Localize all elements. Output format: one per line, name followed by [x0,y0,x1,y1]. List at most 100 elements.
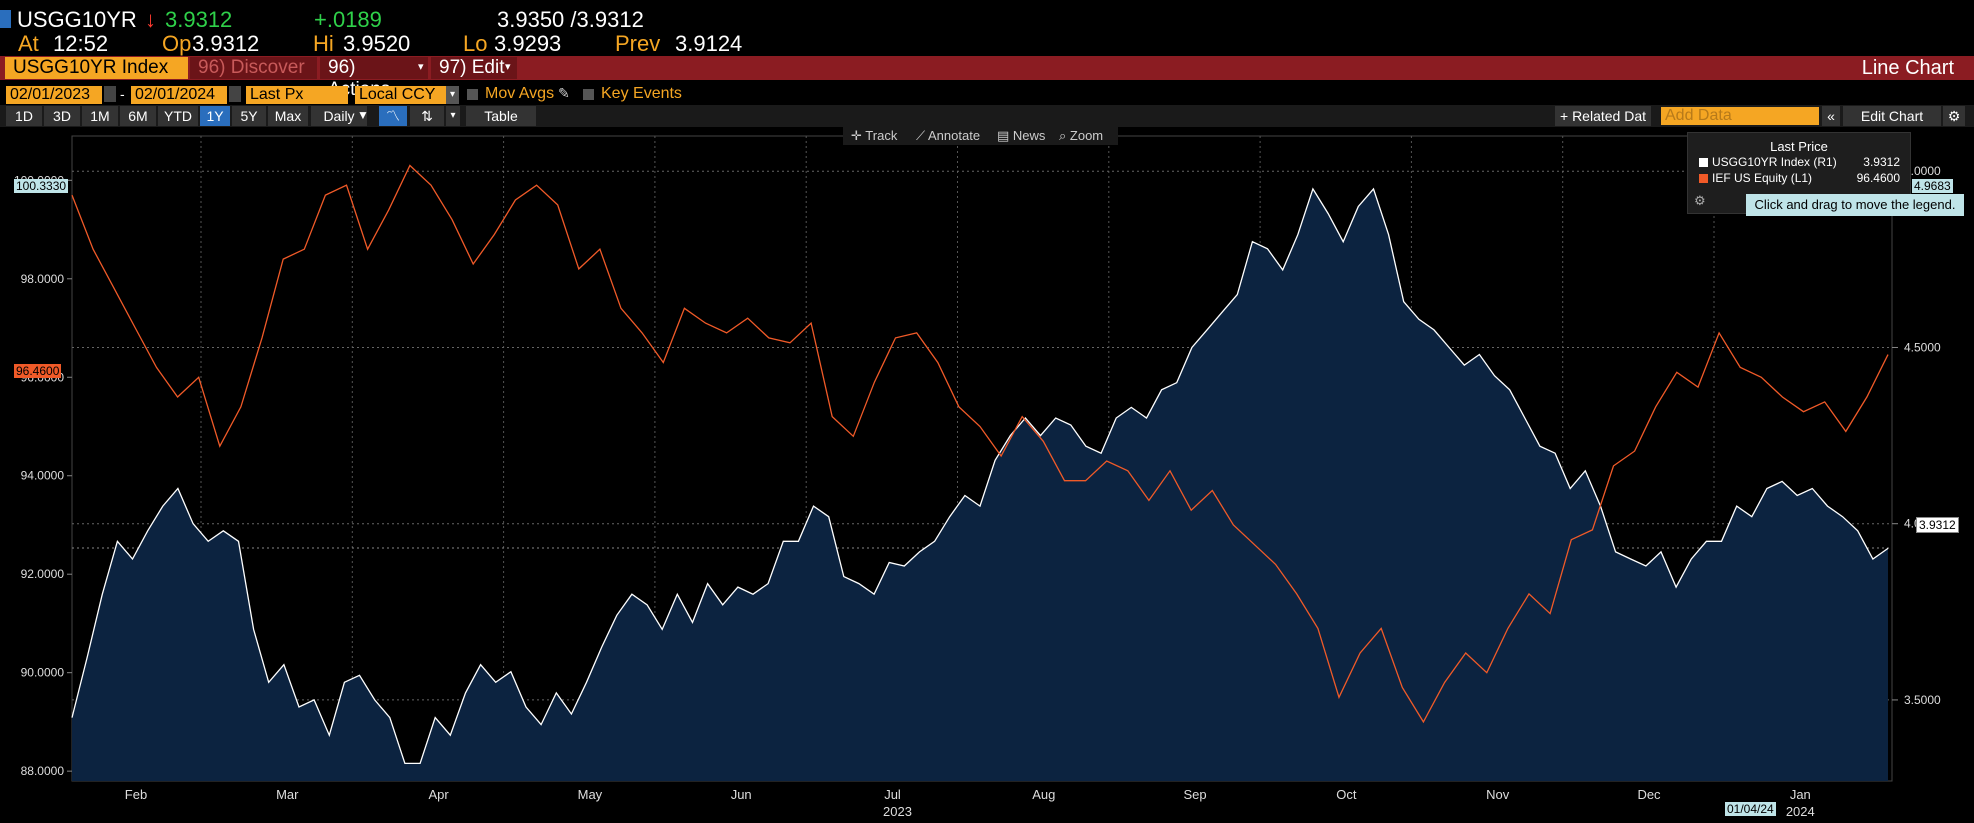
legend-item-value: 96.4600 [1856,171,1900,185]
security-field[interactable]: USGG10YR Index [5,57,188,79]
mov-avgs-checkbox[interactable] [467,89,478,100]
gear-icon[interactable]: ⚙ [1943,106,1965,126]
net-change: +.0189 [314,7,382,32]
x-tick-label: Jan [1790,787,1811,802]
annotate-button[interactable]: ⟋ Annotate [916,128,980,144]
tab-3d[interactable]: 3D [44,106,80,126]
news-button[interactable]: ▤ News [997,128,1045,144]
legend-item-name: USGG10YR Index (R1) [1712,155,1837,169]
x-axis-ticks: Feb Mar Apr May Jun Jul Aug Sep Oct Nov Dec Jan 2023… [125,787,1815,819]
tab-max[interactable]: Max [268,106,308,126]
left-tick-label: 88.0000 [21,764,65,778]
mov-avgs-label: Mov Avgs [485,85,555,102]
x-tick-label: May [578,787,603,802]
legend-item-name: IEF US Equity (L1) [1712,171,1813,185]
related-data-button[interactable]: + Related Dat [1555,106,1651,126]
x-tick-label: Jul [884,787,901,802]
edit-chart-button[interactable]: Edit Chart [1843,106,1941,126]
chart-tools-dropdown-icon[interactable]: ▾ [446,106,460,126]
end-date-field[interactable]: 02/01/2024 [131,86,227,104]
left-tick-label: 92.0000 [21,567,65,581]
right-tick-label: 3.5000 [1904,693,1941,707]
date-separator: - [120,86,125,102]
key-events-label: Key Events [601,85,682,102]
x-tick-label: Oct [1336,787,1357,802]
legend-settings-icon[interactable]: ⚙ [1694,193,1706,208]
ief-series-line [71,164,1889,724]
left-tick-label: 90.0000 [21,666,65,680]
legend-swatch-yield [1699,158,1708,167]
discover-button[interactable]: 96) Discover [190,57,317,79]
left-tick-label: 94.0000 [21,469,65,483]
legend-swatch-ief [1699,174,1708,183]
x-tick-label: Nov [1486,787,1510,802]
calendar-icon[interactable] [104,86,116,102]
edit-chevron-icon: ▾ [505,61,511,73]
at-time: 12:52 [53,31,109,56]
tab-1y[interactable]: 1Y [200,106,230,126]
line-chart[interactable]: 100.000098.000096.000094.000092.000090.0… [0,128,1974,823]
at-label: At [18,31,39,56]
calendar-icon[interactable] [229,86,241,102]
pencil-icon[interactable]: ✎ [558,85,570,101]
price-field[interactable]: Last Px [246,86,348,104]
track-button[interactable]: ✛ Track [851,128,897,144]
frequency-dropdown[interactable]: Daily [311,106,367,126]
left-tick-label: 98.0000 [21,272,65,286]
x-tick-label: Jun [731,787,752,802]
low-label: Lo [463,31,488,56]
zoom-button[interactable]: ⌕ Zoom [1059,128,1103,144]
yield-area-fill [72,188,1888,781]
tab-ytd[interactable]: YTD [158,106,198,126]
news-icon: ▤ [997,128,1010,143]
magnifier-icon: ⌕ [1059,128,1067,143]
annotate-icon: ⟋ [916,128,926,143]
edit-button[interactable]: 97) Edit [431,57,517,79]
ticker-flag [0,10,11,28]
right-tick-label: 4.5000 [1904,340,1941,354]
x-tick-label: Apr [428,787,449,802]
annotate-label: Annotate [928,128,981,143]
key-events-checkbox[interactable] [583,89,594,100]
x-year-label: 2024 [1786,804,1815,819]
left-top-marker: 100.3330 [14,179,69,193]
chart-toolbar [843,127,1118,145]
right-tick-label: 5.0000 [1904,164,1941,178]
last-price: 3.9312 [165,7,233,32]
series-line-layer [71,164,1889,765]
tab-1m[interactable]: 1M [82,106,118,126]
add-data-input[interactable]: Add Data [1661,107,1819,125]
prev-label: Prev [615,31,661,56]
right-current-marker: 3.9312 [1916,517,1959,533]
x-tick-label: Feb [125,787,147,802]
tab-5y[interactable]: 5Y [232,106,266,126]
chart-type-title: Line Chart [1861,57,1954,79]
bid-ask: 3.9350 /3.9312 [497,7,644,32]
chart-tools-icon[interactable]: ⇅ [410,106,444,126]
yield-area-layer [72,188,1888,781]
zoom-label: Zoom [1069,128,1104,143]
low-value: 3.9293 [494,31,562,56]
frequency-chevron-icon: ▼ [357,108,369,122]
currency-dropdown-icon[interactable]: ▾ [446,86,459,104]
x-tick-label: Sep [1184,787,1207,802]
legend-title: Last Price [1770,139,1828,154]
start-date-field[interactable]: 02/01/2023 [6,86,102,104]
right-top-marker: 4.9683 [1912,179,1953,193]
track-label: Track [865,128,898,143]
currency-field[interactable]: Local CCY [355,86,455,104]
prev-value: 3.9124 [675,31,743,56]
line-chart-icon[interactable]: 〽 [379,106,407,126]
tab-1d[interactable]: 1D [6,106,42,126]
x-tick-label: Mar [276,787,299,802]
ticker-symbol: USGG10YR [17,7,137,32]
high-label: Hi [313,31,334,56]
tab-6m[interactable]: 6M [120,106,156,126]
legend-item-value: 3.9312 [1863,155,1900,169]
table-button[interactable]: Table [466,106,536,126]
collapse-icon[interactable]: « [1822,106,1840,126]
actions-button[interactable]: 96) Actions [320,57,428,100]
actions-chevron-icon: ▾ [418,61,424,73]
open-label: Op [162,31,192,56]
